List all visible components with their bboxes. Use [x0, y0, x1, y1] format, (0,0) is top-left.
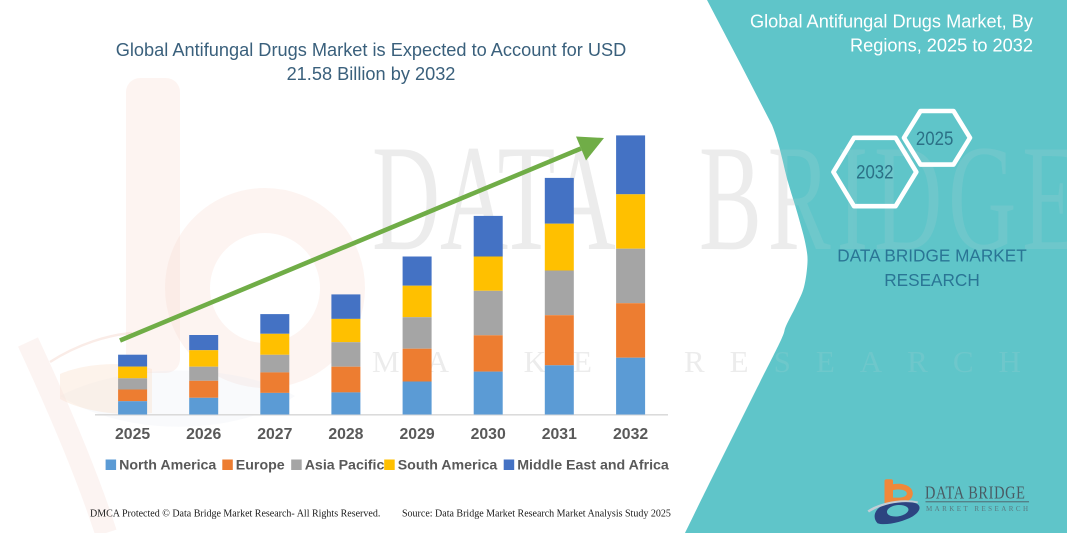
svg-text:21.58 Billion by 2032: 21.58 Billion by 2032: [287, 64, 456, 84]
svg-text:2026: 2026: [186, 426, 221, 443]
svg-text:2028: 2028: [328, 426, 363, 443]
svg-text:DMCA Protected © Data Bridge M: DMCA Protected © Data Bridge Market Rese…: [90, 509, 380, 520]
svg-text:Middle East and Africa: Middle East and Africa: [517, 458, 669, 474]
svg-text:Asia Pacific: Asia Pacific: [305, 458, 385, 474]
svg-text:North America: North America: [119, 458, 216, 474]
svg-text:Source: Data Bridge Market Res: Source: Data Bridge Market Research Mark…: [402, 509, 671, 520]
svg-text:South America: South America: [398, 458, 498, 474]
svg-text:DATA BRIDGE: DATA BRIDGE: [925, 482, 1026, 503]
svg-text:2025: 2025: [115, 426, 150, 443]
svg-text:2029: 2029: [400, 426, 435, 443]
svg-text:2032: 2032: [613, 426, 648, 443]
svg-text:RESEARCH: RESEARCH: [884, 270, 980, 290]
svg-text:Global Antifungal Drugs Market: Global Antifungal Drugs Market, By: [750, 12, 1034, 32]
svg-text:Global Antifungal Drugs Market: Global Antifungal Drugs Market is Expect…: [116, 40, 627, 60]
svg-text:2027: 2027: [257, 426, 292, 443]
svg-text:2031: 2031: [542, 426, 577, 443]
svg-text:2030: 2030: [471, 426, 506, 443]
svg-text:Europe: Europe: [236, 458, 285, 474]
svg-text:2032: 2032: [856, 160, 893, 183]
svg-text:DATA BRIDGE MARKET: DATA BRIDGE MARKET: [837, 246, 1027, 266]
svg-text:MARKET RESEARCH: MARKET RESEARCH: [926, 505, 1031, 513]
svg-text:Regions, 2025 to 2032: Regions, 2025 to 2032: [850, 36, 1033, 56]
svg-text:2025: 2025: [916, 126, 953, 149]
